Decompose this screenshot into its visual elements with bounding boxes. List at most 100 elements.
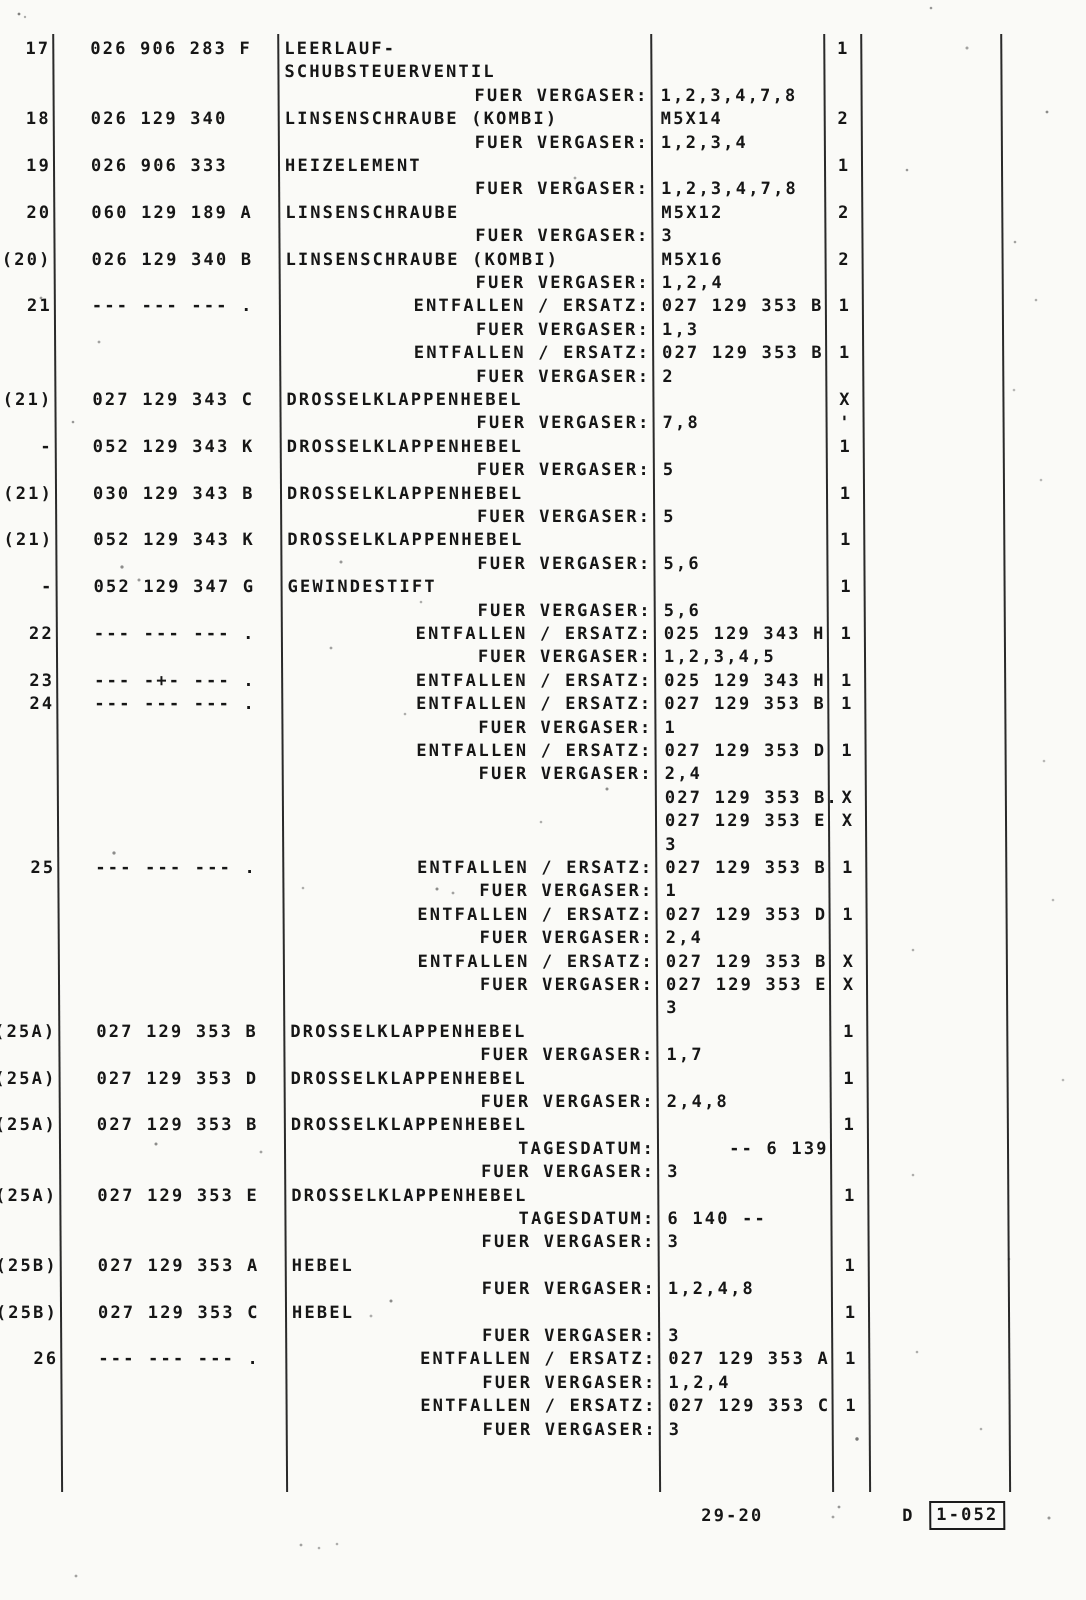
- row-value: 2,4: [665, 928, 704, 949]
- part-number: --- --- --- .: [94, 694, 257, 715]
- row-value: M5X14: [660, 109, 723, 130]
- position-label: (25A): [0, 1021, 57, 1042]
- table-line: FUER VERGASER: 1: [4, 717, 1086, 741]
- row-label: ENTFALLEN / ERSATZ:: [419, 1349, 657, 1370]
- row-value: 027 129 353 A: [668, 1349, 831, 1370]
- row-value: 1,2,3,4,7,8: [661, 179, 799, 200]
- table-line: FUER VERGASER: 1,2,3,4: [1, 132, 1086, 156]
- position-label: (25A): [0, 1115, 57, 1136]
- row-value: 1,2,3,4,5: [663, 647, 776, 668]
- table-line: 23 --- -+- --- . ENTFALLEN / ERSATZ: 025 12…: [4, 670, 1086, 694]
- row-label: ENTFALLEN / ERSATZ:: [415, 670, 653, 691]
- row-label: FUER VERGASER:: [482, 1372, 657, 1393]
- row-value: M5X12: [661, 202, 724, 223]
- row-value: 2,4: [664, 764, 703, 785]
- table-line: FUER VERGASER: 1,3: [2, 319, 1086, 343]
- row-value: 025 129 343 H: [663, 624, 826, 644]
- row-label: FUER VERGASER:: [479, 928, 654, 949]
- row-label: ENTFALLEN / ERSATZ:: [420, 1396, 657, 1417]
- row-value: 2,4,8: [666, 1092, 729, 1112]
- row-value: 3: [661, 226, 674, 247]
- quantity: 2: [837, 109, 851, 130]
- table-line: (25B) 027 129 353 A HEBEL 1: [0, 1255, 1086, 1279]
- position-label: 21: [26, 296, 52, 317]
- row-value: 1: [665, 881, 678, 902]
- quantity: 2: [838, 249, 851, 270]
- table-line: FUER VERGASER: 7,8 ': [3, 412, 1086, 436]
- quantity: 1: [840, 577, 853, 598]
- part-number: --- --- --- .: [93, 624, 256, 644]
- quantity: 1: [840, 530, 853, 551]
- row-label: FUER VERGASER:: [478, 717, 653, 738]
- row-label: FUER VERGASER:: [475, 273, 650, 293]
- table-line: FUER VERGASER: 3: [7, 1161, 1086, 1185]
- quantity: 1: [838, 296, 852, 317]
- section-letter: D: [902, 1506, 915, 1526]
- row-value: 027 129 353 C: [668, 1396, 831, 1417]
- row-label: FUER VERGASER:: [475, 179, 650, 200]
- quantity: X: [842, 975, 856, 995]
- part-number: 027 129 343 C: [92, 390, 255, 410]
- table-line: FUER VERGASER: 1,2,3,4,5: [4, 646, 1086, 670]
- position-label: 19: [26, 156, 52, 176]
- position-label: 26: [33, 1349, 59, 1370]
- row-value: 2: [662, 366, 675, 387]
- quantity: 1: [841, 741, 854, 761]
- row-value: 5,6: [663, 600, 702, 621]
- table-line: 19 026 906 333 HEIZELEMENT 1: [1, 155, 1086, 179]
- quantity: 2: [838, 202, 851, 223]
- row-label: FUER VERGASER:: [479, 881, 654, 902]
- position-label: 17: [25, 39, 51, 59]
- row-value: 027 129 353 E: [665, 975, 828, 995]
- table-line: 3: [5, 834, 1086, 858]
- table-line: 24 --- --- --- . ENTFALLEN / ERSATZ: 027 12…: [4, 693, 1086, 717]
- part-number: 027 129 353 D: [96, 1068, 259, 1089]
- row-label: ENTFALLEN / ERSATZ:: [416, 858, 654, 878]
- row-value: 027 129 353 B: [665, 858, 828, 878]
- table-line: (25A) 027 129 353 D DROSSELKLAPPENHEBEL 1: [0, 1068, 1086, 1092]
- row-label: TAGESDATUM:: [518, 1209, 656, 1229]
- quantity: 1: [843, 1068, 856, 1089]
- part-number: 026 129 340: [90, 109, 228, 130]
- part-number: --- --- --- .: [95, 858, 258, 878]
- row-value: 1,2,4: [668, 1372, 731, 1393]
- table-line: (25A) 027 129 353 B DROSSELKLAPPENHEBEL 1: [0, 1114, 1086, 1138]
- table-line: FUER VERGASER: 2,4,8: [7, 1091, 1086, 1115]
- quantity: X: [841, 787, 855, 808]
- row-label: FUER VERGASER:: [477, 507, 652, 527]
- row-value: M5X16: [661, 249, 724, 270]
- row-value: 5: [663, 507, 676, 527]
- quantity: 1: [839, 483, 853, 504]
- part-number: 027 129 353 B: [96, 1115, 259, 1136]
- row-label: FUER VERGASER:: [474, 85, 649, 106]
- row-value: 3: [667, 1232, 681, 1253]
- table-line: (21) 030 129 343 B DROSSELKLAPPENHEBEL 1: [3, 483, 1086, 507]
- row-label: FUER VERGASER:: [474, 132, 649, 153]
- row-value: 027 129 353 B: [662, 343, 824, 364]
- table-line: FUER VERGASER: 1: [5, 880, 1086, 904]
- row-value: 027 129 353 B: [664, 694, 827, 715]
- quantity: 1: [844, 1185, 857, 1206]
- table-line: (21) 052 129 343 K DROSSELKLAPPENHEBEL 1: [3, 529, 1086, 553]
- table-line: (20) 026 129 340 B LINSENSCHRAUBE (KOMBI) M…: [2, 249, 1086, 273]
- part-description: DROSSELKLAPPENHEBEL: [290, 1115, 528, 1136]
- quantity: 1: [845, 1396, 858, 1417]
- part-description: LEERLAUF-: [284, 39, 397, 59]
- position-label: (21): [3, 483, 54, 504]
- part-number: --- --- --- .: [98, 1349, 261, 1370]
- part-number: 052 129 343 K: [92, 436, 255, 457]
- quantity: X: [842, 951, 856, 972]
- row-label: FUER VERGASER:: [479, 975, 655, 995]
- part-number: 052 129 347 G: [93, 577, 256, 598]
- table-line: FUER VERGASER: 1,2,3,4,7,8: [1, 85, 1086, 109]
- position-label: (25B): [0, 1255, 58, 1276]
- row-value: 3: [667, 1162, 680, 1183]
- row-value: 027 129 353 D: [664, 741, 827, 761]
- table-line: FUER VERGASER: 1,7: [6, 1044, 1086, 1068]
- table-line: FUER VERGASER: 2: [2, 366, 1086, 390]
- table-line: FUER VERGASER: 3: [1, 225, 1086, 249]
- quantity: X: [839, 390, 852, 410]
- table-line: FUER VERGASER: 3: [8, 1231, 1086, 1255]
- part-number: 027 129 353 C: [97, 1302, 260, 1323]
